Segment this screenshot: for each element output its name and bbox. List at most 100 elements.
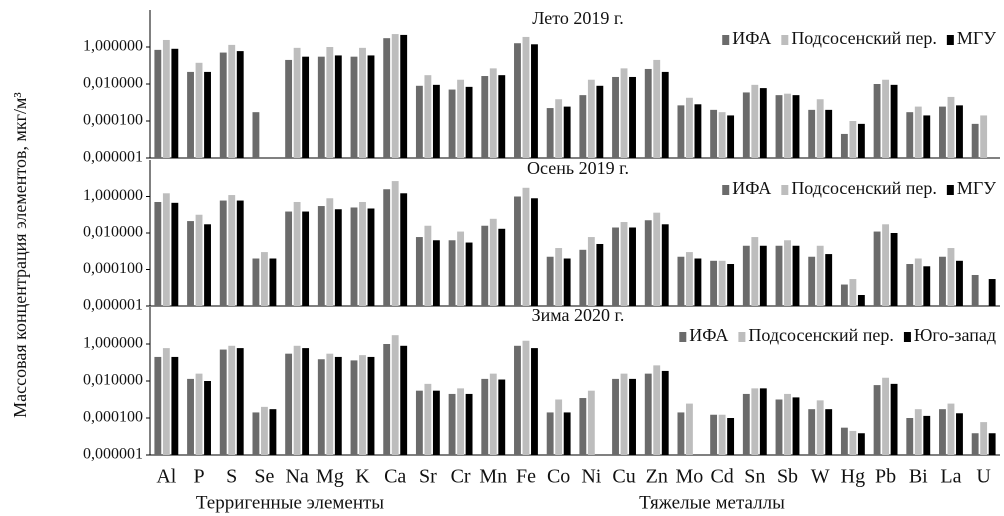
bar: [334, 55, 342, 159]
x-tick-label: La: [940, 466, 961, 488]
x-tick-label: Pb: [875, 466, 896, 488]
bar: [252, 258, 260, 306]
bar: [751, 237, 759, 306]
bar: [620, 373, 628, 455]
bar: [302, 348, 310, 455]
bar: [840, 427, 848, 455]
bar: [816, 245, 824, 306]
bar: [514, 345, 521, 455]
group-label: Тяжелые металлы: [639, 492, 785, 513]
bar: [531, 44, 538, 158]
legend-label: Подсосенский пер.: [748, 325, 894, 345]
bar: [612, 76, 619, 158]
y-tick-label: 0,010000: [83, 224, 143, 241]
bar: [260, 252, 268, 306]
legend-label: ИФА: [689, 325, 728, 345]
legend-swatch: [781, 185, 789, 195]
bar: [326, 198, 334, 306]
bar: [727, 115, 735, 158]
bar: [555, 248, 563, 306]
legend-label: ИФА: [732, 28, 771, 48]
bar: [448, 89, 456, 158]
bar: [579, 398, 587, 455]
bar: [661, 71, 669, 158]
bar: [204, 71, 211, 158]
x-tick-label: Mo: [676, 466, 704, 488]
bar: [563, 106, 571, 158]
bar: [849, 430, 857, 455]
bar: [195, 62, 203, 158]
bar: [326, 47, 334, 158]
bar: [579, 95, 587, 158]
bar: [840, 133, 848, 158]
bar: [988, 279, 996, 306]
bar: [620, 222, 628, 306]
bar: [285, 59, 293, 158]
x-tick-label: Al: [156, 466, 176, 488]
bar: [808, 256, 816, 306]
bar: [849, 279, 857, 306]
bar: [228, 44, 236, 159]
y-tick-label: 0,000100: [83, 260, 143, 277]
legend-label: Юго-запад: [914, 325, 996, 345]
x-tick-label: Sr: [419, 466, 437, 488]
x-tick-label: Ca: [384, 466, 406, 488]
x-tick-label: Mn: [479, 466, 507, 488]
bar: [236, 348, 244, 455]
bar: [481, 76, 489, 158]
bar: [857, 295, 865, 306]
bar: [857, 123, 865, 158]
bar: [522, 36, 530, 159]
bar: [685, 403, 693, 455]
bar: [939, 106, 946, 158]
bar: [334, 356, 342, 455]
y-tick-label: 0,000001: [83, 297, 143, 314]
bar: [359, 201, 366, 306]
legend-label: МГУ: [957, 178, 996, 198]
bar: [391, 335, 399, 455]
bar: [498, 379, 506, 455]
x-tick-label: Fe: [516, 466, 536, 488]
bar: [546, 256, 554, 306]
bar: [710, 109, 718, 158]
legend-swatch: [903, 332, 911, 342]
bar: [400, 345, 408, 455]
bar: [481, 378, 489, 455]
bar: [359, 355, 366, 455]
bar: [882, 224, 890, 306]
bar: [710, 414, 718, 455]
x-tick-label: Cu: [612, 466, 635, 488]
bar: [432, 390, 440, 455]
bar: [555, 399, 563, 455]
bar: [587, 79, 595, 158]
bar: [906, 112, 914, 158]
bar: [546, 108, 554, 158]
bar: [873, 84, 881, 158]
bar: [391, 34, 399, 158]
bar: [162, 348, 170, 455]
bar: [825, 409, 833, 455]
bar: [644, 220, 652, 306]
y-tick-label: 0,010000: [83, 372, 143, 389]
bar: [171, 356, 179, 455]
bar: [162, 39, 170, 158]
group-label: Терригенные элементы: [196, 492, 384, 513]
bar: [302, 211, 310, 306]
bar: [759, 245, 767, 306]
bar: [784, 393, 791, 455]
bar: [579, 249, 587, 306]
bar: [596, 85, 604, 158]
bar: [956, 105, 963, 158]
bar: [367, 356, 375, 455]
bar: [988, 433, 996, 455]
x-tick-label: Cr: [451, 466, 471, 488]
legend-label: Подсосенский пер.: [791, 28, 937, 48]
bar: [383, 38, 391, 158]
x-tick-label: P: [193, 466, 204, 488]
legend-swatch: [946, 35, 954, 45]
bar: [906, 418, 914, 455]
bar: [555, 99, 563, 158]
bar: [612, 378, 619, 455]
x-tick-label: Mg: [316, 466, 344, 488]
legend-swatch: [679, 332, 687, 342]
